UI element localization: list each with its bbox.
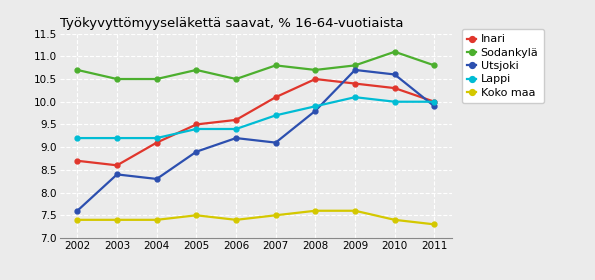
Koko maa (391, 218, 398, 221)
Sodankylä (74, 68, 81, 72)
Sodankylä (352, 64, 359, 67)
Sodankylä (431, 64, 438, 67)
Inari (114, 164, 121, 167)
Inari (153, 141, 160, 144)
Utsjoki (193, 150, 200, 153)
Utsjoki (352, 68, 359, 72)
Sodankylä (391, 50, 398, 53)
Line: Sodankylä: Sodankylä (75, 49, 437, 81)
Lappi (114, 136, 121, 140)
Sodankylä (312, 68, 319, 72)
Legend: Inari, Sodankylä, Utsjoki, Lappi, Koko maa: Inari, Sodankylä, Utsjoki, Lappi, Koko m… (462, 29, 544, 103)
Lappi (193, 127, 200, 131)
Utsjoki (272, 141, 279, 144)
Koko maa (431, 223, 438, 226)
Utsjoki (114, 173, 121, 176)
Koko maa (233, 218, 240, 221)
Lappi (272, 114, 279, 117)
Inari (233, 118, 240, 122)
Line: Koko maa: Koko maa (75, 208, 437, 227)
Sodankylä (233, 77, 240, 81)
Koko maa (272, 214, 279, 217)
Inari (352, 82, 359, 85)
Lappi (312, 105, 319, 108)
Koko maa (312, 209, 319, 213)
Koko maa (74, 218, 81, 221)
Line: Lappi: Lappi (75, 95, 437, 141)
Koko maa (153, 218, 160, 221)
Lappi (391, 100, 398, 103)
Lappi (233, 127, 240, 131)
Inari (391, 87, 398, 90)
Inari (74, 159, 81, 162)
Utsjoki (74, 209, 81, 213)
Line: Utsjoki: Utsjoki (75, 67, 437, 213)
Sodankylä (272, 64, 279, 67)
Inari (193, 123, 200, 126)
Utsjoki (312, 109, 319, 113)
Sodankylä (153, 77, 160, 81)
Lappi (74, 136, 81, 140)
Utsjoki (431, 105, 438, 108)
Lappi (153, 136, 160, 140)
Text: Työkyvyttömyyseläkettä saavat, % 16-64-vuotiaista: Työkyvyttömyyseläkettä saavat, % 16-64-v… (60, 17, 403, 30)
Koko maa (352, 209, 359, 213)
Inari (431, 100, 438, 103)
Koko maa (114, 218, 121, 221)
Inari (272, 95, 279, 99)
Utsjoki (153, 177, 160, 181)
Inari (312, 77, 319, 81)
Sodankylä (114, 77, 121, 81)
Utsjoki (391, 73, 398, 76)
Line: Inari: Inari (75, 77, 437, 168)
Lappi (352, 95, 359, 99)
Koko maa (193, 214, 200, 217)
Lappi (431, 100, 438, 103)
Utsjoki (233, 136, 240, 140)
Sodankylä (193, 68, 200, 72)
